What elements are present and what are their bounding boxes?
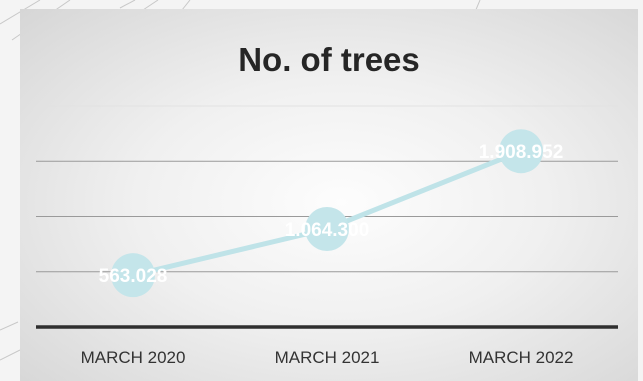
x-tick-label: MARCH 2020 bbox=[81, 348, 186, 367]
data-label: 1.908.952 bbox=[479, 142, 564, 163]
x-tick-label: MARCH 2021 bbox=[275, 348, 380, 367]
data-point-marker bbox=[499, 129, 543, 174]
data-point-marker bbox=[305, 206, 349, 251]
data-label: 563.028 bbox=[99, 266, 168, 287]
data-label: 1.064.300 bbox=[285, 220, 370, 241]
chart-title: No. of trees bbox=[238, 41, 420, 78]
data-point-marker bbox=[111, 253, 155, 298]
chart-card: No. of trees 563.028 1.064.300 1.908.952 MA… bbox=[20, 9, 638, 381]
x-tick-label: MARCH 2022 bbox=[469, 348, 574, 367]
line-chart-plot: 563.028 1.064.300 1.908.952 MARCH 2020 MARCH… bbox=[36, 105, 618, 367]
